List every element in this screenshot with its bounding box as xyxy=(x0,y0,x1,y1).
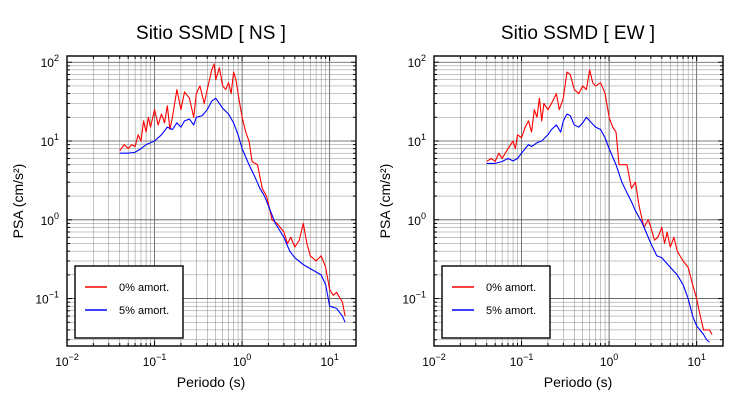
chart-panel-2: 10−2 10−1 100 101 10−1 100 101 102 Sitio SSMD [ … xyxy=(377,23,724,390)
tick-marks xyxy=(66,56,357,346)
legend-entry-label: 0% amort. xyxy=(119,282,169,294)
series-line-red xyxy=(119,63,346,317)
y-axis-label: PSA (cm/s²) xyxy=(377,164,393,239)
legend-entry-label: 0% amort. xyxy=(486,282,536,294)
y-tick-label: 102 xyxy=(41,53,59,70)
x-tick-label: 100 xyxy=(233,352,251,369)
legend: 0% amort. 5% amort. xyxy=(441,265,551,339)
x-tick-label: 101 xyxy=(687,352,705,369)
y-tick-label: 102 xyxy=(408,53,426,70)
chart-title: Sitio SSMD [ EW ] xyxy=(501,23,655,44)
x-tick-label: 101 xyxy=(320,352,338,369)
x-tick-label: 10−2 xyxy=(55,352,79,369)
y-tick-label: 10−1 xyxy=(402,290,426,307)
chart-title: Sitio SSMD [ NS ] xyxy=(136,23,286,44)
plot-frame xyxy=(433,55,724,347)
x-tick-label: 10−1 xyxy=(510,352,534,369)
grid xyxy=(66,56,357,346)
tick-marks xyxy=(433,56,724,346)
plot-frame xyxy=(66,55,357,347)
series-line-blue xyxy=(119,97,346,323)
y-tick-label: 101 xyxy=(41,132,59,149)
y-tick-label: 100 xyxy=(41,211,59,228)
x-tick-label: 10−1 xyxy=(143,352,167,369)
series-line-blue xyxy=(486,113,710,343)
y-tick-label: 100 xyxy=(408,211,426,228)
x-tick-label: 10−2 xyxy=(422,352,446,369)
legend-box xyxy=(441,265,551,339)
legend-entry-label: 5% amort. xyxy=(119,305,169,317)
legend-box xyxy=(74,265,184,339)
y-tick-label: 10−1 xyxy=(35,290,59,307)
series-line-red xyxy=(486,69,713,335)
x-tick-label: 100 xyxy=(600,352,618,369)
y-tick-label: 101 xyxy=(408,132,426,149)
legend: 0% amort. 5% amort. xyxy=(74,265,184,339)
legend-entry-label: 5% amort. xyxy=(486,305,536,317)
x-axis-label: Periodo (s) xyxy=(177,374,245,390)
chart-panel-1: 10−2 10−1 100 101 10−1 100 101 102 Sitio SSMD [ … xyxy=(10,23,357,390)
y-axis-label: PSA (cm/s²) xyxy=(10,164,26,239)
x-axis-label: Periodo (s) xyxy=(544,374,612,390)
